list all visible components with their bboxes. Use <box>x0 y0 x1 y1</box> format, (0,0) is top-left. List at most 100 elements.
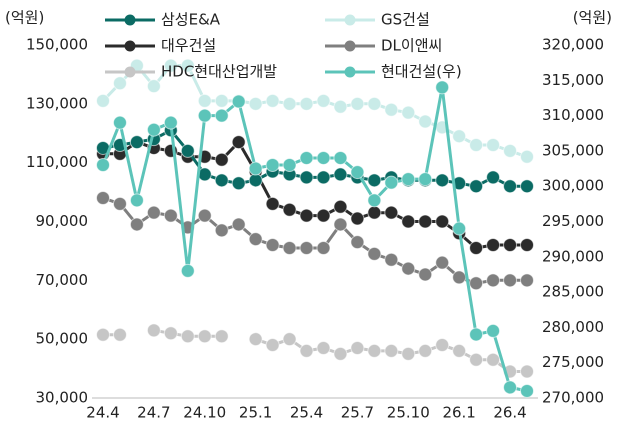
point <box>197 108 212 123</box>
point <box>350 165 365 180</box>
point <box>265 338 280 353</box>
point <box>469 352 484 367</box>
point <box>299 170 314 185</box>
y2-tick-label: 280,000 <box>542 318 604 336</box>
point <box>384 252 399 267</box>
point <box>435 214 450 229</box>
point <box>214 152 229 167</box>
point <box>299 96 314 111</box>
point <box>401 214 416 229</box>
x-tick-label: 25.1 <box>239 404 272 422</box>
point <box>163 58 178 73</box>
y-axis-unit: (억원) <box>5 9 44 27</box>
point <box>231 217 246 232</box>
point <box>418 214 433 229</box>
legend-label: 삼성E&A <box>161 11 221 29</box>
point <box>316 170 331 185</box>
point <box>163 326 178 341</box>
legend-marker <box>124 40 136 52</box>
x-tick-label: 25.7 <box>341 404 374 422</box>
point <box>333 199 348 214</box>
point <box>282 96 297 111</box>
point <box>435 338 450 353</box>
point <box>231 94 246 109</box>
point <box>367 343 382 358</box>
point <box>469 138 484 153</box>
point <box>435 255 450 270</box>
point <box>333 217 348 232</box>
legend-marker <box>344 66 356 78</box>
point <box>486 273 501 288</box>
x-tick-label: 25.10 <box>387 404 430 422</box>
point <box>520 149 534 164</box>
point <box>214 108 229 123</box>
point <box>231 135 246 150</box>
point <box>452 270 467 285</box>
point <box>367 193 382 208</box>
point <box>265 196 280 211</box>
point <box>316 240 331 255</box>
point <box>384 102 399 117</box>
point <box>163 208 178 223</box>
point <box>282 202 297 217</box>
point <box>316 93 331 108</box>
x-tick-label: 25.4 <box>290 404 323 422</box>
point <box>350 96 365 111</box>
point <box>333 167 348 182</box>
point <box>401 261 416 276</box>
point <box>231 176 246 191</box>
point <box>367 246 382 261</box>
point <box>96 190 110 205</box>
y2-tick-label: 295,000 <box>542 212 604 230</box>
legend-label: 대우건설 <box>161 37 216 55</box>
point <box>367 205 382 220</box>
point <box>299 343 314 358</box>
point <box>435 80 450 95</box>
point <box>452 221 467 236</box>
point <box>197 329 212 344</box>
point <box>503 380 518 395</box>
y2-tick-label: 315,000 <box>542 71 604 89</box>
point <box>401 172 416 187</box>
point <box>384 175 399 190</box>
point <box>248 161 263 176</box>
legend-label: GS건설 <box>381 11 430 29</box>
point <box>452 343 467 358</box>
y2-tick-label: 305,000 <box>542 141 604 159</box>
point <box>316 150 331 165</box>
point <box>248 332 263 347</box>
point <box>367 173 382 188</box>
point <box>486 238 501 253</box>
point <box>486 323 501 338</box>
point <box>96 327 110 342</box>
point <box>316 208 331 223</box>
point <box>418 114 433 129</box>
point <box>96 158 110 173</box>
point <box>316 340 331 355</box>
y-tick-label: 50,000 <box>36 330 89 348</box>
point <box>112 327 127 342</box>
point <box>96 93 110 108</box>
y-tick-label: 30,000 <box>36 389 89 407</box>
point <box>367 96 382 111</box>
point <box>520 364 534 379</box>
point <box>214 173 229 188</box>
point <box>112 196 127 211</box>
legend-label: HDC현대산업개발 <box>161 63 277 81</box>
point <box>180 329 195 344</box>
point <box>435 173 450 188</box>
legend-label: DL이앤씨 <box>381 37 442 55</box>
point <box>469 276 484 291</box>
point <box>503 143 518 158</box>
y2-tick-label: 275,000 <box>542 353 604 371</box>
point <box>146 122 161 137</box>
point <box>486 352 501 367</box>
point <box>146 79 161 94</box>
point <box>469 327 484 342</box>
point <box>503 179 518 194</box>
point <box>146 205 161 220</box>
point <box>248 173 263 188</box>
point <box>418 267 433 282</box>
x-tick-label: 24.4 <box>86 404 119 422</box>
point <box>282 240 297 255</box>
